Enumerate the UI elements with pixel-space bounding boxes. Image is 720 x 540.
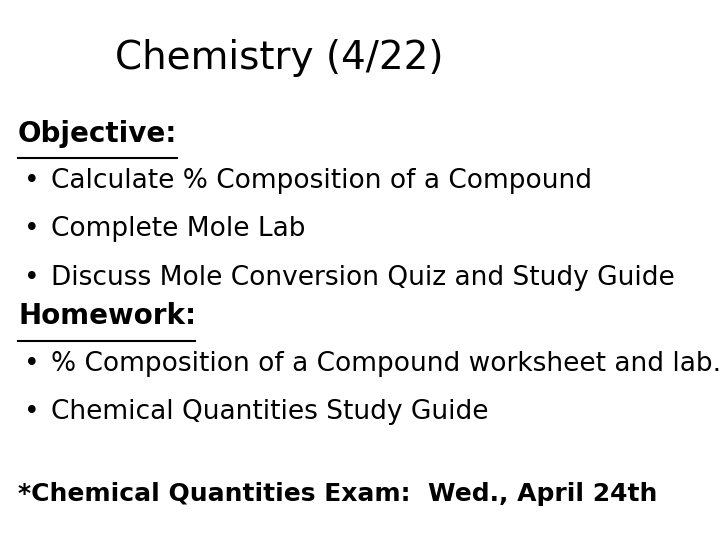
Text: *Chemical Quantities Exam:  Wed., April 24th: *Chemical Quantities Exam: Wed., April 2… <box>18 482 657 507</box>
Text: % Composition of a Compound worksheet and lab.: % Composition of a Compound worksheet an… <box>51 350 720 376</box>
Text: Complete Mole Lab: Complete Mole Lab <box>51 217 306 242</box>
Text: Chemical Quantities Study Guide: Chemical Quantities Study Guide <box>51 399 489 425</box>
Text: •: • <box>24 350 39 376</box>
Text: Calculate % Composition of a Compound: Calculate % Composition of a Compound <box>51 168 593 194</box>
Text: •: • <box>24 265 39 291</box>
Text: •: • <box>24 399 39 425</box>
Text: Objective:: Objective: <box>18 119 177 147</box>
Text: Discuss Mole Conversion Quiz and Study Guide: Discuss Mole Conversion Quiz and Study G… <box>51 265 675 291</box>
Text: •: • <box>24 168 39 194</box>
Text: Chemistry (4/22): Chemistry (4/22) <box>114 39 443 77</box>
Text: Homework:: Homework: <box>18 302 196 330</box>
Text: •: • <box>24 217 39 242</box>
